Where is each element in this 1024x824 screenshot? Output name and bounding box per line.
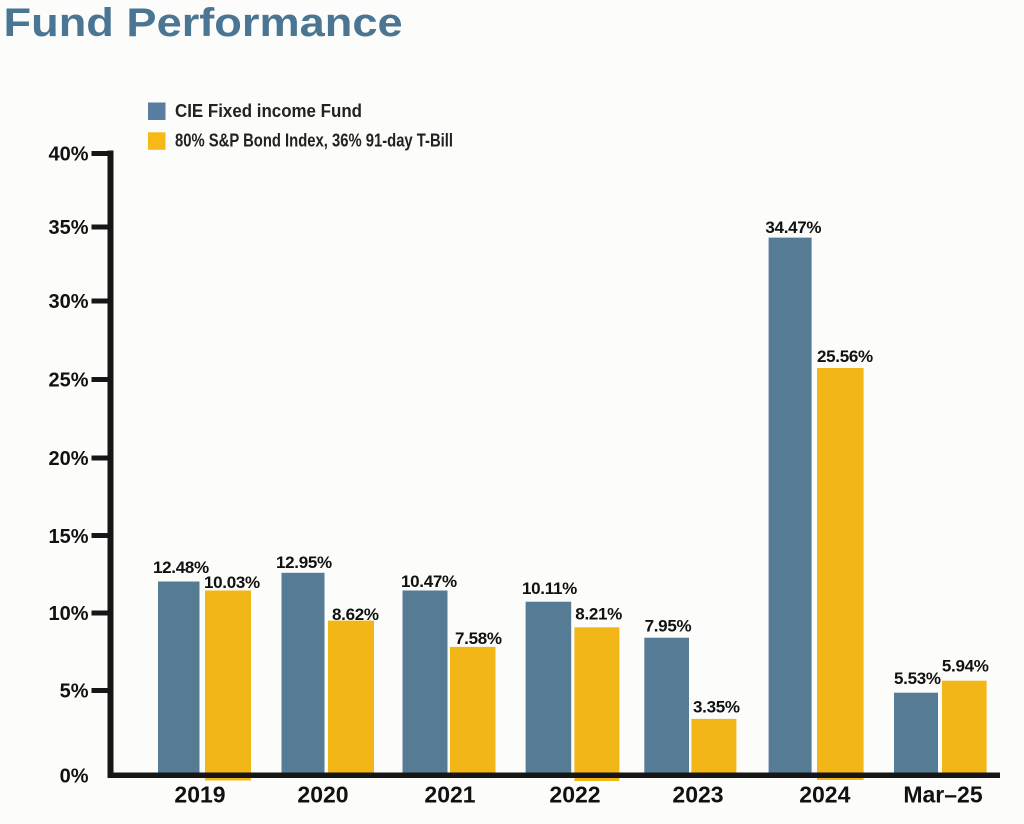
svg-text:10.03%: 10.03% (204, 573, 260, 592)
svg-text:10.47%: 10.47% (401, 572, 457, 591)
svg-text:10%: 10% (48, 603, 88, 625)
svg-text:CIE Fixed income Fund: CIE Fixed income Fund (175, 100, 362, 121)
svg-text:12.95%: 12.95% (276, 553, 332, 572)
svg-text:7.58%: 7.58% (455, 629, 502, 648)
svg-text:12.48%: 12.48% (153, 558, 209, 577)
svg-text:35%: 35% (48, 217, 88, 239)
svg-text:2021: 2021 (424, 782, 475, 808)
svg-text:40%: 40% (48, 144, 88, 166)
svg-text:3.35%: 3.35% (693, 698, 740, 717)
svg-text:Fund Performance: Fund Performance (4, 0, 403, 45)
svg-text:80% S&P Bond Index, 36% 91-day: 80% S&P Bond Index, 36% 91-day T-Bill (175, 130, 453, 151)
svg-text:8.21%: 8.21% (575, 605, 622, 624)
svg-text:25.56%: 25.56% (817, 347, 873, 366)
svg-text:34.47%: 34.47% (765, 218, 821, 237)
svg-text:5.53%: 5.53% (894, 669, 941, 688)
svg-text:15%: 15% (48, 526, 88, 548)
svg-text:2022: 2022 (549, 782, 600, 808)
svg-text:2019: 2019 (174, 782, 225, 808)
svg-text:10.11%: 10.11% (522, 579, 577, 598)
svg-text:2023: 2023 (672, 782, 723, 808)
svg-text:25%: 25% (48, 370, 88, 392)
svg-text:30%: 30% (48, 291, 88, 313)
svg-text:7.95%: 7.95% (645, 617, 692, 636)
svg-text:5.94%: 5.94% (942, 657, 989, 676)
svg-text:2020: 2020 (297, 782, 348, 808)
svg-text:2024: 2024 (799, 782, 850, 808)
svg-text:8.62%: 8.62% (332, 605, 379, 624)
svg-text:0%: 0% (60, 766, 89, 788)
svg-text:5%: 5% (60, 681, 89, 703)
svg-text:20%: 20% (48, 448, 88, 470)
svg-text:Mar–25: Mar–25 (903, 782, 982, 808)
